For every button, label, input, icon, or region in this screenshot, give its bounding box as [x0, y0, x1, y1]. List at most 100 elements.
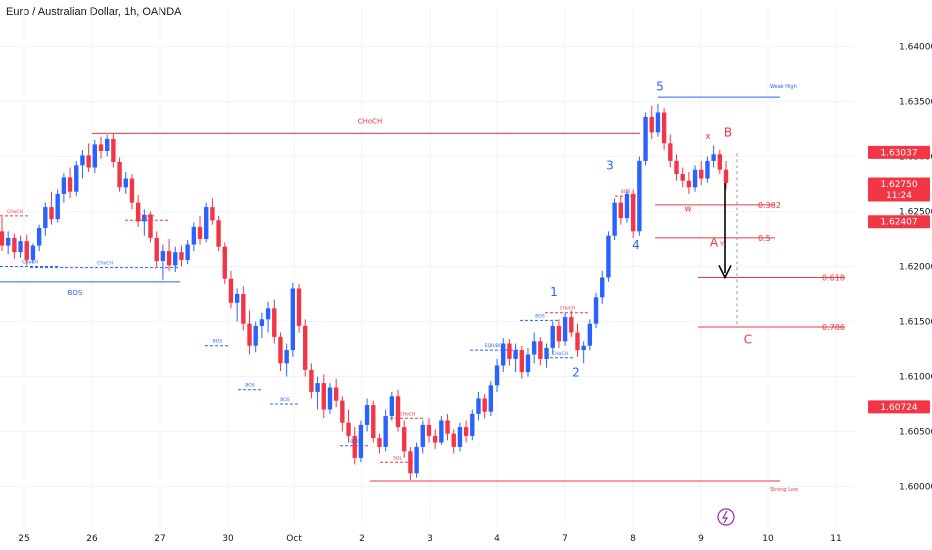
candle-body	[420, 424, 425, 447]
candle-body	[67, 177, 73, 192]
candle-body	[148, 214, 153, 238]
structure-label: EQH/BOS	[485, 343, 506, 349]
wave-label: 4	[632, 238, 640, 252]
lightning-icon	[717, 508, 735, 526]
candle-body	[123, 178, 128, 188]
wave-label: w	[684, 205, 691, 215]
x-tick-label: 25	[18, 534, 29, 544]
candle-body	[117, 162, 122, 188]
x-tick-label: 27	[154, 534, 165, 544]
candle-body	[111, 138, 116, 162]
levels	[0, 96, 845, 482]
candle-body	[630, 193, 636, 232]
annotations: CHoCH Weak High Strong Low BOS CHoCH CHoCH CHo…	[7, 80, 845, 526]
wave-label: 1	[550, 285, 558, 299]
structure-label: BOS	[245, 383, 255, 389]
candle-body	[432, 435, 438, 443]
price-tag-sub: 11:24	[886, 191, 912, 201]
candle-body	[556, 325, 562, 342]
candle-body	[49, 207, 54, 220]
y-tick-label: 1.61500	[899, 318, 932, 328]
candle-body	[315, 383, 320, 392]
bos-label: BOS	[68, 289, 83, 297]
candle-body	[74, 165, 79, 192]
structure-label: CHoCH	[97, 261, 113, 267]
candle-body	[692, 169, 698, 188]
candle-body	[686, 180, 692, 188]
candle-body	[179, 252, 184, 260]
structure-label: CHoCH	[7, 209, 23, 215]
y-tick-label: 1.61000	[899, 373, 932, 383]
candle-body	[166, 251, 172, 266]
structure-label: CHoCH	[400, 411, 416, 417]
x-tick-label: 30	[222, 534, 234, 544]
candle-body	[333, 387, 339, 401]
x-tick-label: 7	[562, 534, 568, 544]
candle-body	[494, 365, 500, 386]
structure-label: BOS	[535, 313, 545, 319]
wave-label: A	[710, 236, 719, 250]
candle-body	[649, 116, 654, 133]
candles	[0, 103, 729, 480]
candle-body	[550, 325, 555, 348]
x-axis: 25 26 27 30 Oct 2 3 4 7 8 9 10 11	[18, 534, 841, 544]
candle-body	[699, 169, 704, 179]
fib-label: 0.382	[758, 201, 781, 210]
candle-body	[210, 207, 215, 221]
candle-body	[0, 231, 5, 246]
candle-body	[470, 413, 475, 436]
candle-body	[414, 446, 419, 474]
candle-body	[655, 112, 661, 133]
candle-body	[451, 433, 456, 447]
candle-body	[154, 237, 159, 261]
wave-label: x	[705, 132, 711, 142]
candle-body	[463, 427, 469, 436]
x-tick-label: 4	[494, 534, 500, 544]
chart-title: Euro / Australian Dollar, 1h, OANDA	[6, 6, 182, 18]
candle-body	[544, 347, 549, 359]
candle-body	[228, 278, 234, 303]
candle-body	[488, 385, 494, 412]
candle-body	[519, 350, 524, 373]
candle-body	[531, 341, 537, 355]
structure-label: BOS	[213, 339, 223, 345]
candle-body	[358, 424, 364, 458]
candle-body	[104, 138, 110, 151]
candle-body	[383, 416, 388, 447]
candle-body	[284, 350, 289, 364]
wave-label: 5	[656, 80, 664, 94]
candle-body	[507, 343, 512, 359]
candle-body	[129, 178, 135, 203]
wave-label: B	[724, 126, 732, 140]
candle-body	[30, 245, 36, 260]
structure-label: BOS	[621, 189, 631, 195]
candle-body	[327, 387, 333, 410]
choch-top-label: CHoCH	[358, 117, 383, 125]
candle-body	[142, 214, 147, 222]
candle-body	[43, 207, 48, 228]
fib-label: 0.5	[758, 234, 771, 243]
structure-label: CHoCH	[552, 351, 568, 357]
y-tick-label: 1.60000	[899, 483, 932, 493]
structure-label: SQL	[393, 455, 402, 461]
candle-body	[402, 427, 407, 452]
candle-body	[624, 193, 630, 219]
candle-body	[711, 154, 716, 161]
candle-body	[86, 155, 91, 168]
candle-body	[501, 343, 506, 366]
y-axis: 1.640001.635001.630001.625001.620001.615…	[899, 43, 932, 493]
candle-body	[340, 400, 345, 423]
candle-body	[643, 116, 648, 161]
candle-body	[309, 369, 314, 392]
candle-body	[612, 202, 617, 236]
candle-body	[241, 294, 246, 324]
wave-label: C	[744, 333, 752, 347]
candle-body	[290, 288, 296, 351]
y-tick-label: 1.62500	[899, 208, 932, 218]
candle-body	[352, 435, 357, 458]
candle-body	[303, 325, 308, 370]
candle-body	[18, 241, 23, 253]
x-tick-label: 26	[86, 534, 98, 544]
candle-body	[445, 420, 450, 434]
